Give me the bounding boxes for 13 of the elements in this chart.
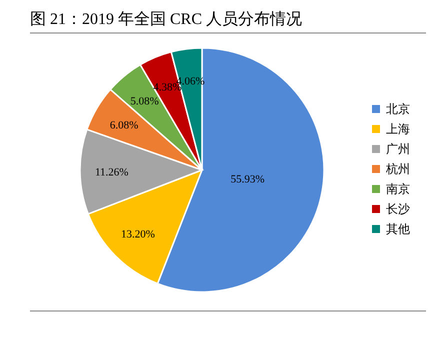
data-label: 55.93%	[230, 174, 265, 186]
legend-label: 上海	[386, 122, 410, 136]
data-label: 11.26%	[94, 166, 128, 178]
data-label: 13.20%	[121, 228, 155, 241]
legend-label: 长沙	[386, 202, 410, 216]
legend-label: 广州	[386, 142, 410, 156]
data-label: 6.08%	[110, 119, 138, 132]
legend-label: 其他	[386, 222, 410, 236]
chart-title: 图 21：2019 年全国 CRC 人员分布情况	[30, 10, 302, 28]
legend-label: 南京	[386, 182, 410, 196]
data-label: 5.08%	[130, 95, 159, 108]
legend-label: 杭州	[385, 162, 410, 176]
legend-label: 北京	[386, 102, 410, 116]
